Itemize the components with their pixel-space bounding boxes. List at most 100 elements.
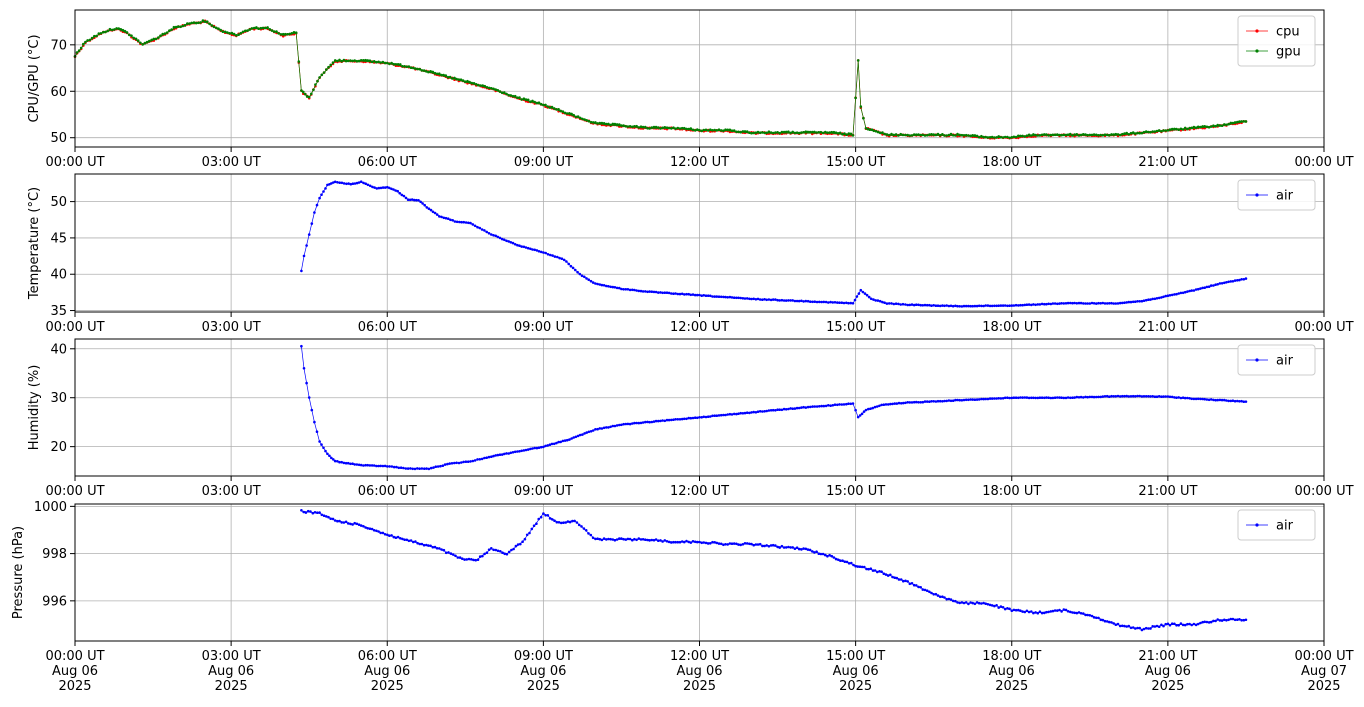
series-point bbox=[784, 299, 788, 302]
series-point bbox=[685, 417, 688, 421]
series-point bbox=[936, 132, 940, 136]
series-point bbox=[763, 410, 766, 413]
series-point bbox=[873, 405, 877, 409]
series-point bbox=[379, 61, 383, 64]
series-point bbox=[1236, 279, 1239, 282]
series-point bbox=[386, 533, 389, 537]
series-point bbox=[834, 557, 838, 561]
series-point bbox=[838, 131, 842, 135]
series-point bbox=[702, 294, 706, 297]
series-point bbox=[934, 133, 938, 137]
series-point bbox=[241, 30, 245, 34]
series-point bbox=[217, 27, 220, 31]
series-point bbox=[737, 296, 740, 300]
x-tick-label: 21:00 UT bbox=[1138, 320, 1197, 335]
series-point bbox=[854, 408, 857, 412]
series-point bbox=[865, 293, 869, 297]
series-point bbox=[469, 221, 472, 225]
series-point bbox=[1014, 135, 1018, 139]
series-point bbox=[967, 398, 970, 402]
series-point bbox=[700, 416, 703, 419]
series-point bbox=[620, 537, 623, 540]
series-point bbox=[1121, 132, 1124, 136]
series-point bbox=[769, 409, 773, 412]
series-point bbox=[1116, 394, 1120, 398]
series-point bbox=[1134, 300, 1137, 304]
x-tick-label: 12:00 UT bbox=[670, 484, 729, 499]
series-point bbox=[409, 539, 413, 542]
series-point bbox=[1123, 394, 1126, 398]
series-point bbox=[607, 537, 610, 541]
series-point bbox=[203, 20, 207, 24]
series-point bbox=[678, 127, 682, 130]
series-point bbox=[404, 196, 408, 200]
series-point bbox=[1069, 301, 1072, 305]
series-point bbox=[1062, 396, 1066, 400]
series-point bbox=[802, 131, 805, 134]
series-point bbox=[938, 399, 942, 403]
series-point bbox=[324, 449, 327, 453]
series-point bbox=[1088, 614, 1092, 617]
series-point bbox=[899, 303, 902, 306]
series-point bbox=[973, 398, 977, 402]
series-point bbox=[853, 298, 857, 302]
series-point bbox=[670, 292, 673, 295]
series-point bbox=[977, 398, 981, 401]
series-point bbox=[344, 59, 348, 63]
chart-panel-3: 00:00 UT 03:00 UT 06:00 UT 09:00 UT 12:00 UT… bbox=[27, 338, 1354, 499]
series-point bbox=[884, 573, 888, 576]
series-point bbox=[943, 596, 946, 599]
series-point bbox=[302, 367, 306, 370]
series-point bbox=[1038, 396, 1042, 400]
series-point bbox=[1127, 395, 1131, 398]
series-point bbox=[763, 298, 766, 301]
series-point bbox=[305, 381, 308, 385]
series-point bbox=[971, 601, 974, 605]
series-point bbox=[988, 304, 992, 308]
series-point bbox=[326, 452, 329, 456]
series-point bbox=[331, 517, 335, 521]
series-point bbox=[1131, 394, 1135, 398]
x-tick-label: 21:00 UT bbox=[1138, 484, 1197, 499]
legend-label: air bbox=[1276, 189, 1294, 204]
series-point bbox=[700, 541, 703, 545]
series-point bbox=[797, 131, 801, 135]
series-point bbox=[754, 298, 758, 301]
series-point bbox=[304, 511, 308, 514]
series-point bbox=[951, 599, 955, 603]
series-point bbox=[756, 297, 760, 301]
series-point bbox=[622, 288, 625, 291]
series-point bbox=[763, 544, 766, 548]
series-point bbox=[359, 524, 363, 527]
series-point bbox=[362, 59, 365, 62]
series-point bbox=[1194, 288, 1198, 291]
series-point bbox=[485, 456, 489, 460]
series-point bbox=[784, 546, 788, 549]
series-point bbox=[904, 303, 907, 306]
series-point bbox=[605, 122, 608, 126]
legend-marker bbox=[1255, 523, 1259, 527]
series-point bbox=[715, 541, 719, 545]
series-point bbox=[1090, 614, 1094, 618]
series-point bbox=[516, 543, 520, 546]
series-point bbox=[410, 198, 414, 201]
series-point bbox=[346, 461, 350, 465]
series-point bbox=[611, 122, 615, 126]
series-point bbox=[440, 73, 443, 77]
series-point bbox=[1233, 279, 1237, 282]
series-point bbox=[1075, 302, 1079, 305]
series-point bbox=[1199, 397, 1202, 401]
series-point bbox=[320, 193, 323, 196]
series-point bbox=[1170, 622, 1174, 625]
series-point bbox=[581, 433, 584, 436]
series-point bbox=[453, 220, 457, 223]
series-point bbox=[507, 550, 511, 554]
series-point bbox=[549, 253, 552, 257]
series-point bbox=[392, 535, 396, 539]
series-point bbox=[990, 135, 994, 139]
y-tick-label: 20 bbox=[50, 440, 67, 455]
series-point bbox=[876, 570, 879, 574]
series-point bbox=[791, 130, 794, 134]
series-point bbox=[932, 133, 935, 136]
